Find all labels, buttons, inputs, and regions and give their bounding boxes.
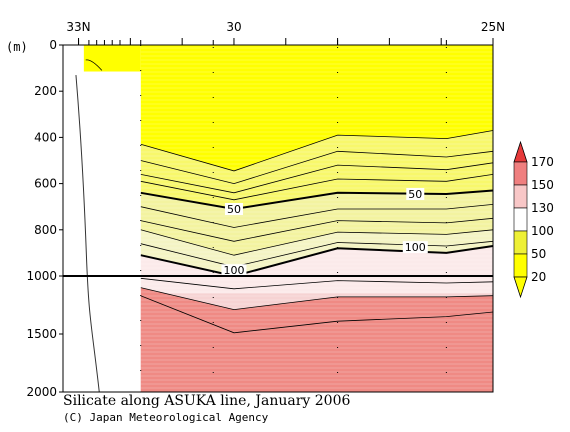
legend-label: 150 — [531, 178, 554, 192]
copyright-credit: (C) Japan Meteorological Agency — [63, 411, 269, 424]
contour-label: 50 — [408, 188, 422, 201]
plot-axes: 33N 30 25N 0 200 400 600 800 1000 1500 2000 — [26, 20, 505, 399]
bathymetry-mask — [63, 45, 141, 393]
contour-line — [140, 217, 494, 242]
legend-label: 130 — [531, 201, 554, 215]
y-tick-label: 200 — [34, 84, 57, 98]
contour-label-bg — [224, 203, 243, 216]
legend-cap-top — [513, 140, 528, 163]
shelf-fill — [83, 45, 141, 72]
seafloor-mask — [63, 45, 141, 392]
contour-line — [140, 162, 494, 194]
fill-band — [140, 295, 493, 392]
y-tick-label: 1000 — [26, 269, 57, 283]
contour-line — [140, 245, 494, 278]
legend-label: 20 — [531, 270, 546, 284]
legend-swatch — [513, 161, 528, 186]
contour-label-bg — [402, 241, 428, 254]
color-legend: 170 150 130 100 50 20 — [513, 140, 554, 299]
y-tick-label: 0 — [49, 38, 57, 52]
contour-line — [140, 204, 494, 228]
contour-lines — [140, 130, 494, 334]
contour-label-bg — [406, 187, 425, 200]
x-tick-label: 25N — [481, 20, 505, 34]
contour-line — [140, 287, 494, 311]
contour-label: 50 — [227, 203, 241, 216]
plot-frame — [62, 44, 494, 393]
contour-line — [140, 150, 494, 185]
legend-swatch — [513, 253, 528, 278]
chart-title: Silicate along ASUKA line, January 2006 — [63, 393, 350, 409]
legend-swatch — [513, 184, 528, 209]
y-tick-label: 1500 — [26, 327, 57, 341]
y-tick-label: 400 — [34, 130, 57, 144]
fill-band — [140, 130, 493, 209]
contour-line — [140, 295, 494, 334]
legend-cap-bottom — [513, 276, 528, 299]
fill-band — [140, 45, 493, 171]
legend-swatch — [513, 207, 528, 232]
contour-line — [140, 174, 494, 201]
shelf-contour — [85, 59, 103, 71]
slope-line — [75, 74, 100, 393]
y-tick-label: 600 — [34, 177, 57, 191]
contour-label: 100 — [405, 241, 426, 254]
legend-label: 170 — [531, 155, 554, 169]
fill-hatching — [140, 47, 493, 389]
fill-band — [140, 190, 493, 256]
contour-line — [140, 189, 494, 211]
x-tick-label: 30 — [226, 20, 241, 34]
contour-label: 100 — [223, 264, 244, 277]
fill-band — [140, 287, 493, 310]
y-tick-label: 800 — [34, 223, 57, 237]
y-tick-label: 2000 — [26, 385, 57, 399]
contour-line — [140, 229, 494, 256]
contour-line — [140, 277, 494, 290]
x-tick-label: 33N — [66, 20, 90, 34]
contour-labels: 50 50 100 100 — [221, 187, 428, 277]
contour-line — [140, 240, 494, 268]
y-axis-unit: (m) — [6, 40, 28, 54]
legend-swatch — [513, 230, 528, 255]
legend-label: 100 — [531, 224, 554, 238]
contour-label-bg — [221, 264, 247, 277]
contour-line — [140, 130, 494, 172]
legend-label: 50 — [531, 247, 546, 261]
